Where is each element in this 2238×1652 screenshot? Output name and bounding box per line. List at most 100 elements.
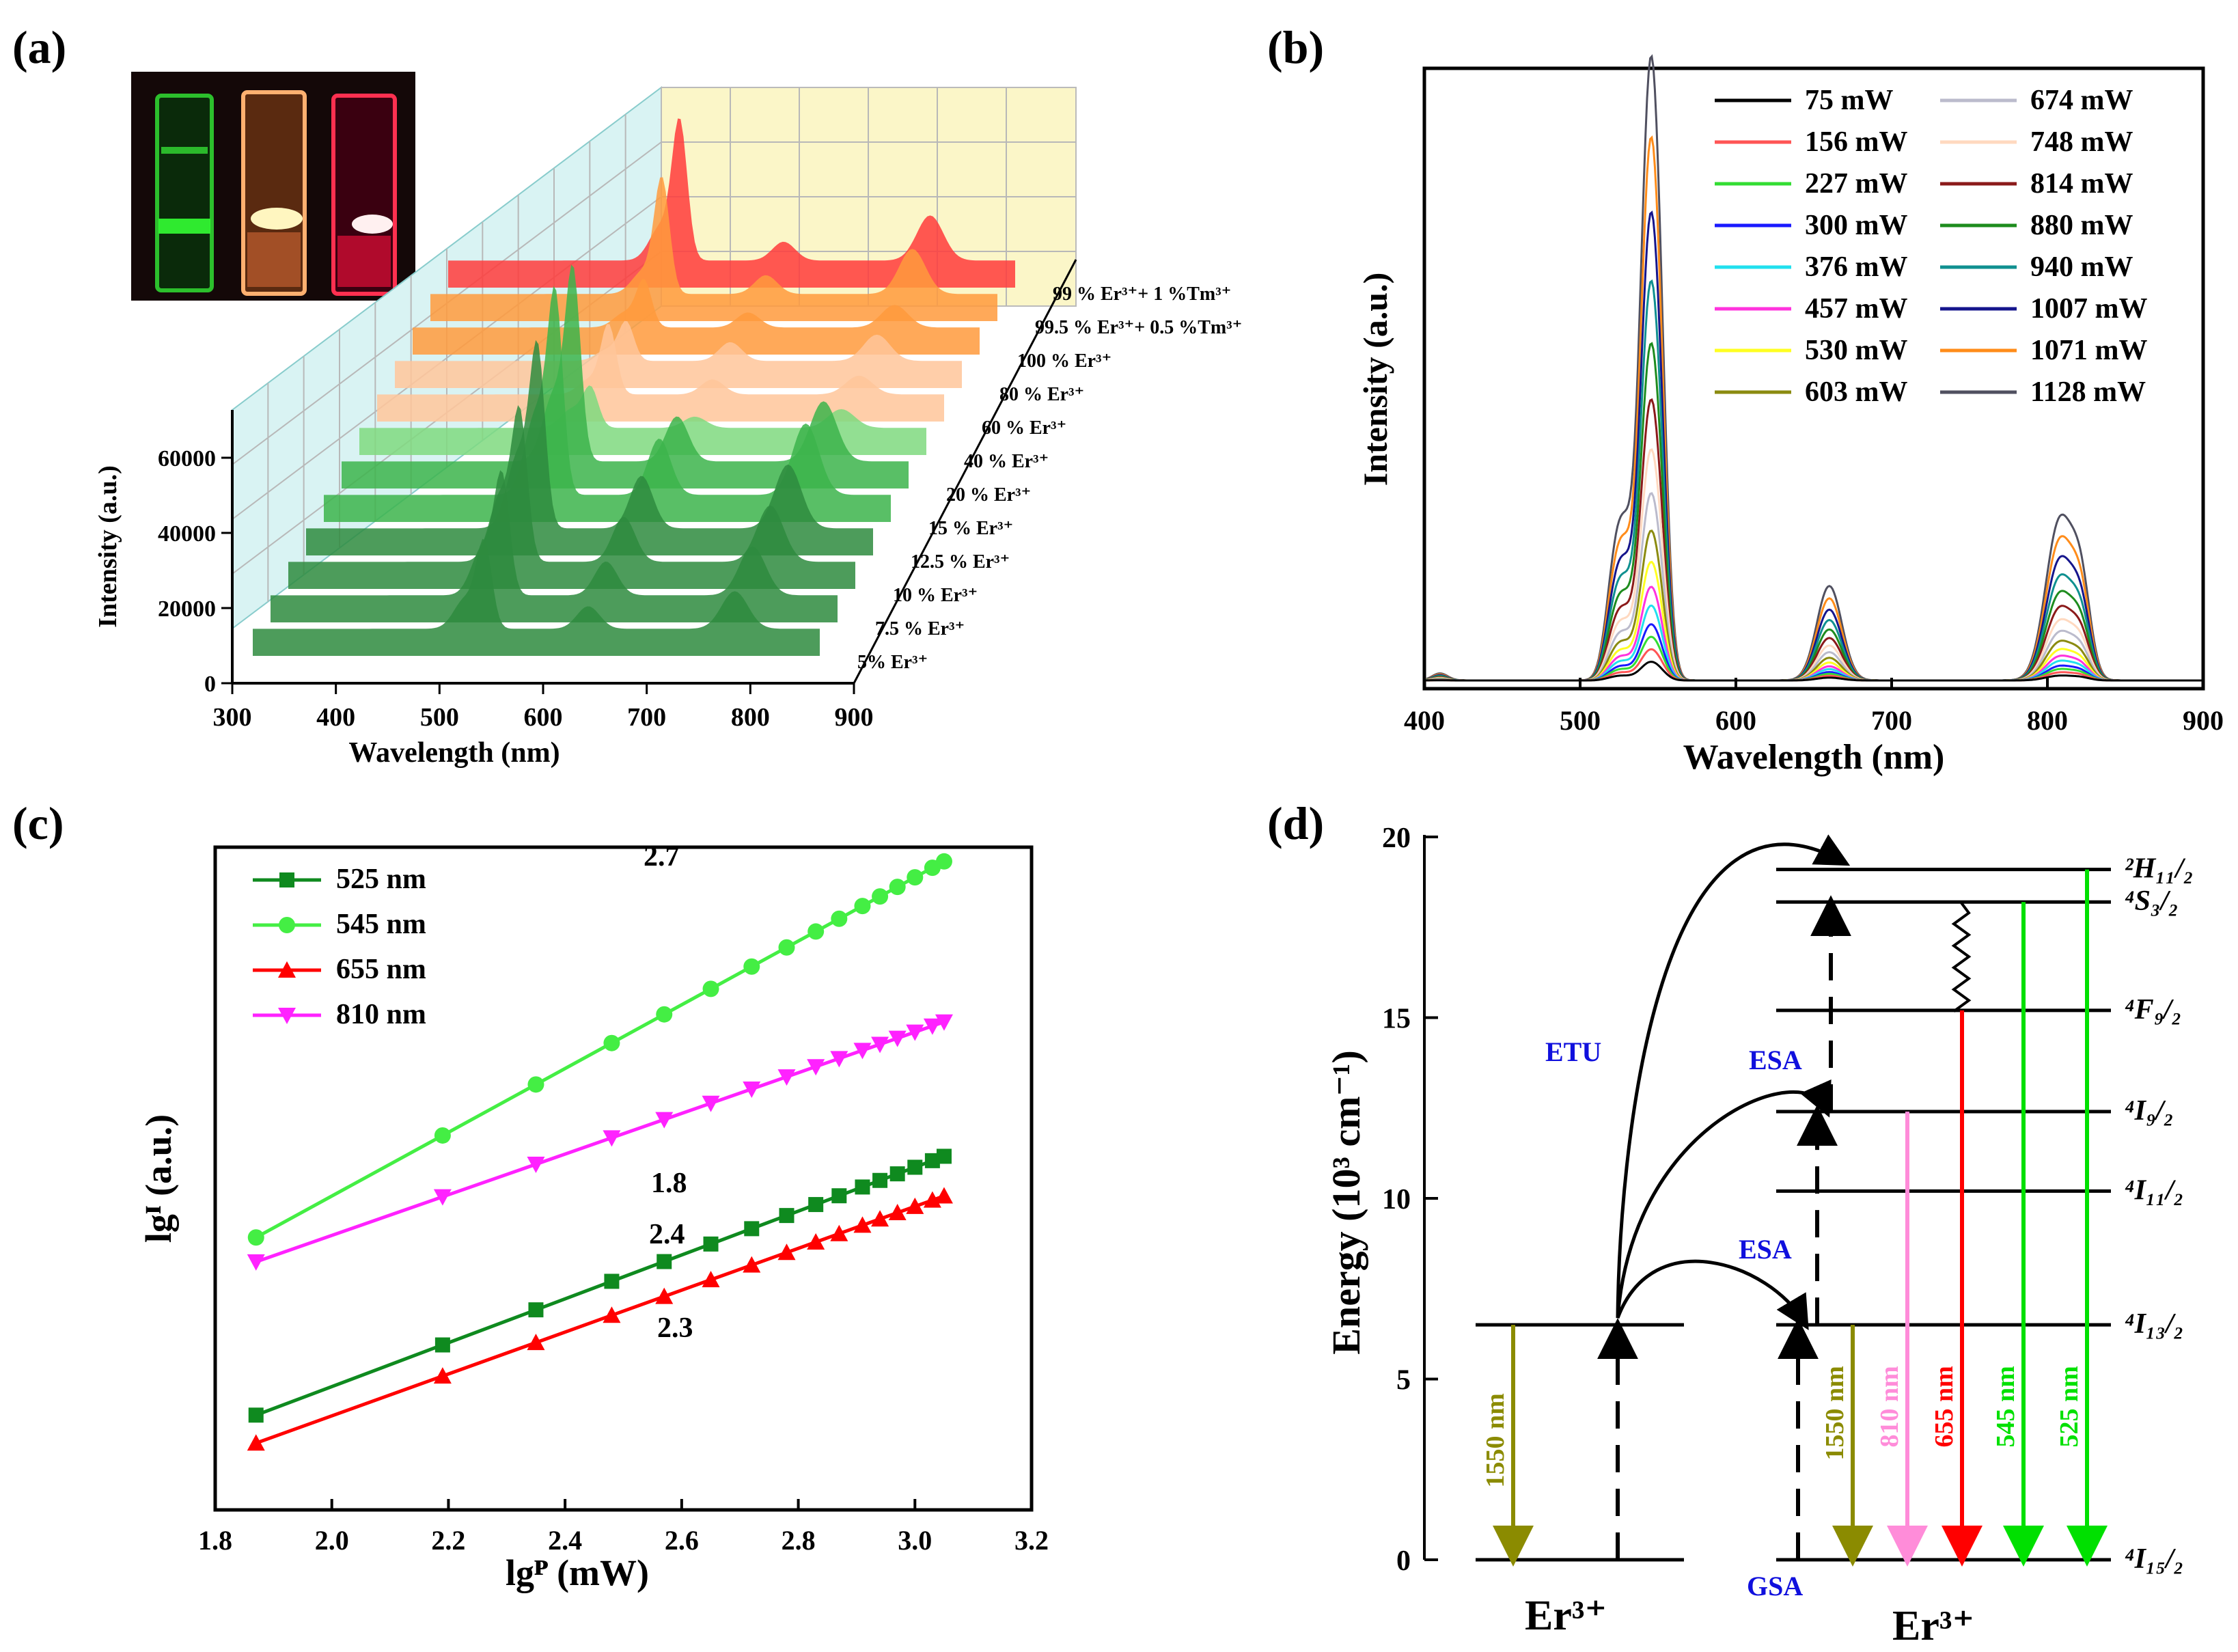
spectrum-ribbon	[448, 118, 1015, 288]
a-y-label: Intensity (a.u.)	[94, 465, 122, 628]
spectrum-ribbon	[324, 286, 891, 522]
marker-810-nm	[830, 1051, 848, 1068]
x-tick-label: 900	[2183, 705, 2224, 736]
b-plot-frame	[1422, 66, 2205, 691]
marker-545-nm	[854, 898, 871, 915]
c-slope-label-810: 1.8	[651, 1168, 687, 1199]
spectrum-ribbon	[271, 470, 838, 622]
marker-525-nm	[703, 1236, 719, 1252]
legend-label: 457 mW	[1805, 293, 1908, 325]
marker-525-nm	[808, 1197, 824, 1213]
x-tick-label: 2.4	[548, 1525, 582, 1556]
level-label: ⁴F₉/₂	[2125, 994, 2182, 1025]
d-etu-label: ETU	[1545, 1036, 1601, 1067]
marker-655-nm	[888, 1204, 907, 1221]
level-label: ⁴S₃/₂	[2125, 885, 2179, 917]
level-label: ⁴I₉/₂	[2125, 1095, 2174, 1127]
marker-525-nm	[831, 1188, 847, 1204]
marker-655-nm	[777, 1243, 796, 1261]
marker-545-nm	[702, 980, 719, 997]
marker-545-nm	[935, 853, 952, 870]
c-legend: 525 nm 545 nm 655 nm 810 nm	[253, 864, 426, 1030]
marker-810-nm	[702, 1095, 720, 1112]
marker-655-nm	[906, 1197, 924, 1214]
spectrum-ribbon	[430, 177, 997, 321]
marker-525-nm	[248, 1407, 264, 1423]
marker-545-nm	[907, 869, 924, 886]
marker-525-nm	[657, 1254, 672, 1269]
legend-label: 1071 mW	[2030, 335, 2148, 366]
spectrum-ribbon	[288, 405, 855, 589]
legend-label: 940 mW	[2030, 251, 2133, 283]
marker-810-nm	[247, 1254, 265, 1271]
legend-label: 655 nm	[336, 954, 426, 985]
marker-810-nm	[871, 1036, 889, 1054]
x-tick-label: 2.6	[665, 1525, 699, 1556]
marker-810-nm	[935, 1014, 953, 1031]
x-tick-label: 700	[627, 703, 666, 732]
y-tick-label: 15	[1382, 1004, 1411, 1035]
emission-label: 1550 nm	[1821, 1366, 1849, 1460]
marker-525-nm	[889, 1166, 905, 1182]
panel-b: 400 500 600 700 800 900 75 mW 156 mW 227 mW 300 …	[1356, 54, 2224, 777]
x-tick-label: 600	[1715, 705, 1756, 736]
marker-525-nm	[744, 1221, 760, 1237]
series-label: 99 % Er³⁺+ 1 %Tm³⁺	[1053, 284, 1231, 305]
marker-525-nm	[434, 1337, 450, 1353]
marker-525-nm	[604, 1274, 620, 1289]
emission-label: 810 nm	[1875, 1366, 1904, 1447]
marker-810-nm	[603, 1130, 621, 1147]
x-tick-label: 3.2	[1014, 1525, 1049, 1556]
marker-655-nm	[433, 1367, 452, 1384]
y-tick-label: 5	[1396, 1365, 1411, 1396]
legend-label: 880 mW	[2030, 210, 2133, 241]
x-tick-label: 500	[1560, 705, 1601, 736]
line-655-nm	[255, 1194, 945, 1445]
marker-545-nm	[247, 1229, 264, 1246]
spectrum-ribbon	[359, 385, 926, 455]
y-tick-label: 60000	[158, 446, 216, 471]
level-label: ⁴I₁₃/₂	[2125, 1308, 2184, 1340]
series-label: 40 % Er³⁺	[964, 451, 1049, 472]
marker-525-nm	[907, 1159, 923, 1175]
c-plot-frame	[213, 845, 1034, 1512]
x-tick-label: 400	[316, 703, 355, 732]
etu-arrow	[1616, 834, 1851, 1319]
spectrum-ribbon	[377, 324, 944, 422]
d-esa-label-lower: ESA	[1739, 1234, 1792, 1265]
c-slope-label-525: 2.4	[649, 1219, 685, 1250]
panel-label-b: (b)	[1267, 21, 1324, 73]
legend-label: 530 mW	[1805, 335, 1908, 366]
legend-label: 748 mW	[2030, 126, 2133, 158]
legend-label: 227 mW	[1805, 168, 1908, 199]
marker-810-nm	[743, 1081, 761, 1098]
series-label: 99.5 % Er³⁺+ 0.5 %Tm³⁺	[1035, 317, 1242, 338]
emission-label: 655 nm	[1930, 1366, 1959, 1447]
marker-655-nm	[830, 1224, 848, 1241]
level-label: ⁴I₁₅/₂	[2125, 1543, 2184, 1575]
y-tick-label: 0	[1396, 1545, 1411, 1577]
b-y-label: Intensity (a.u.)	[1356, 273, 1394, 486]
spectrum-ribbon	[253, 538, 820, 656]
series-label: 12.5 % Er³⁺	[911, 551, 1010, 573]
legend-label: 525 nm	[336, 864, 426, 895]
marker-525-nm	[528, 1302, 544, 1318]
marker-525-nm	[936, 1148, 952, 1164]
series-label: 60 % Er³⁺	[982, 417, 1066, 439]
marker-545-nm	[743, 958, 760, 975]
d-ticks: 0 5 10 15 20	[1382, 823, 1438, 1577]
series-label: 20 % Er³⁺	[946, 484, 1031, 506]
y-tick-label: 20	[1382, 823, 1411, 854]
legend-label: 300 mW	[1805, 210, 1908, 241]
c-series-lines	[247, 853, 953, 1451]
marker-525-nm	[924, 1153, 940, 1168]
green-cuvette	[155, 94, 214, 292]
series-label: 7.5 % Er³⁺	[875, 618, 965, 639]
spectrum-ribbon	[306, 340, 873, 555]
series-label: 100 % Er³⁺	[1017, 350, 1111, 372]
series-label: 15 % Er³⁺	[928, 518, 1013, 539]
d-arrows: 1550 nm 1550 nm 810 nm 655 nm 545 nm 525 nm	[1481, 834, 2108, 1567]
x-tick-label: 2.8	[782, 1525, 816, 1556]
legend-marker	[278, 1008, 296, 1024]
